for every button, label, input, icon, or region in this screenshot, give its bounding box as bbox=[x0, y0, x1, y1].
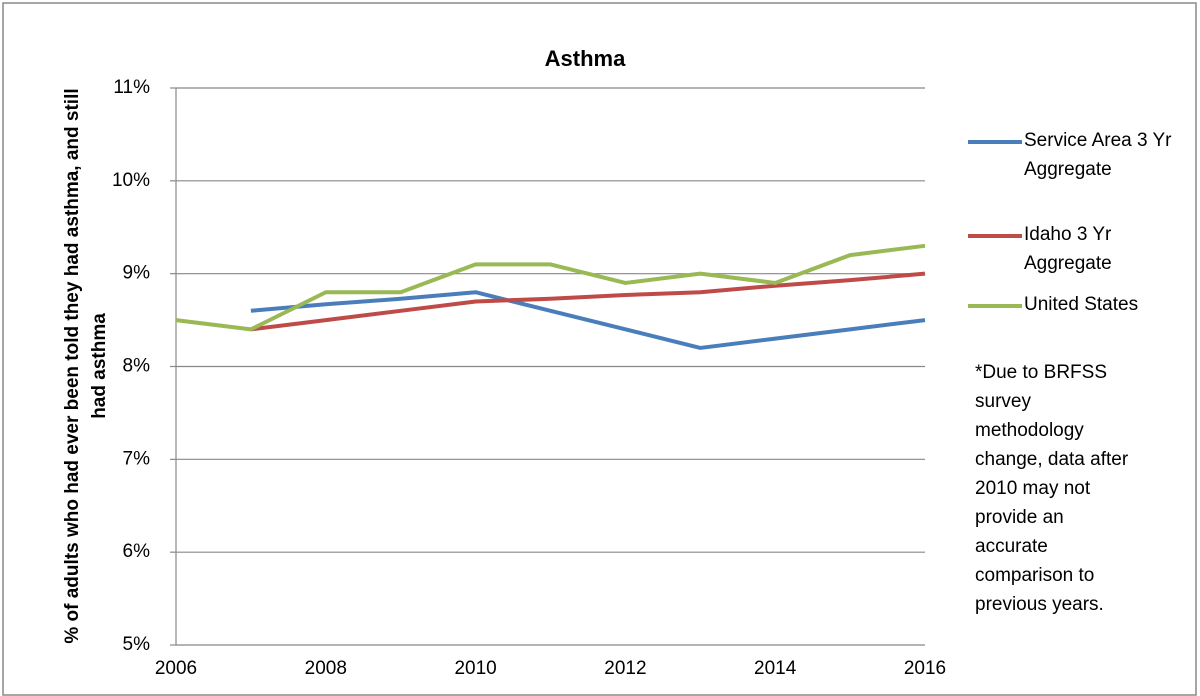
y-tick-label: 11% bbox=[113, 77, 150, 98]
y-tick-label: 7% bbox=[123, 448, 151, 469]
legend-label: Idaho 3 Yr Aggregate bbox=[1024, 224, 1112, 274]
chart-title: Asthma bbox=[545, 46, 626, 71]
series-line bbox=[250, 271, 926, 332]
y-tick-label: 10% bbox=[112, 170, 150, 191]
annotation: *Due to BRFSS survey methodology change,… bbox=[975, 362, 1129, 615]
x-tick-label: 2010 bbox=[454, 658, 496, 679]
y-tick-label: 8% bbox=[123, 356, 151, 377]
x-tick-label: 2006 bbox=[155, 658, 197, 679]
y-axis-label: % of adults who had ever been told they … bbox=[62, 88, 110, 644]
series-line bbox=[175, 243, 926, 332]
x-tick-label: 2014 bbox=[754, 658, 797, 679]
legend-label: Service Area 3 Yr Aggregate bbox=[1024, 130, 1172, 180]
y-tick-label: 6% bbox=[123, 541, 151, 562]
x-tick-label: 2016 bbox=[904, 658, 946, 679]
x-tick-label: 2008 bbox=[305, 658, 347, 679]
x-tick-label: 2012 bbox=[604, 658, 646, 679]
series-line bbox=[250, 290, 926, 350]
y-tick-label: 5% bbox=[123, 634, 151, 655]
legend-label: United States bbox=[1024, 294, 1139, 315]
y-tick-label: 9% bbox=[123, 263, 151, 284]
